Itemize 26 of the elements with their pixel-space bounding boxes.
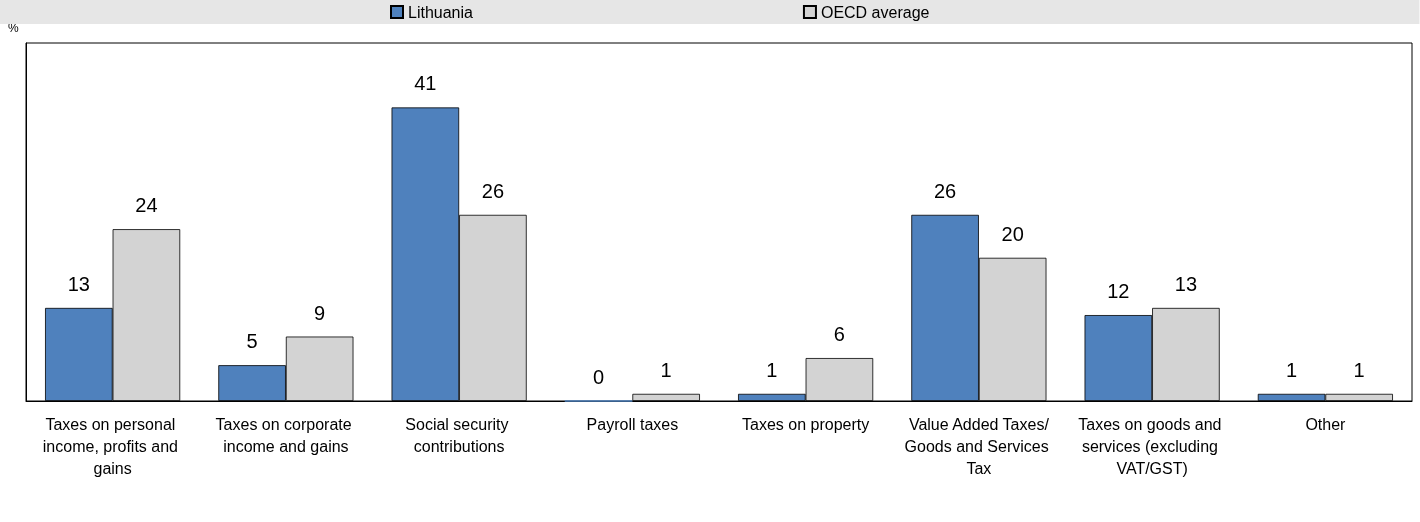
- legend-label: OECD average: [820, 3, 930, 21]
- data-label: 41: [414, 72, 437, 95]
- data-label: 1: [766, 358, 778, 381]
- data-label: 20: [1001, 222, 1024, 245]
- x-tick-label: Payroll taxes: [586, 415, 679, 433]
- data-label: 12: [1107, 280, 1130, 303]
- data-label: 26: [481, 179, 505, 202]
- data-label: 6: [833, 323, 845, 346]
- legend-label: Lithuania: [408, 3, 474, 21]
- data-label: 26: [933, 179, 957, 202]
- data-label: 9: [314, 301, 326, 324]
- data-label: 1: [660, 358, 672, 381]
- data-label: 13: [1174, 272, 1198, 295]
- data-label: 1: [1353, 358, 1365, 381]
- x-tick-label: Taxes on personal income, profits and gains: [42, 415, 183, 477]
- data-label: 5: [246, 330, 258, 353]
- x-tick-label: Taxes on property: [742, 415, 870, 433]
- data-label: 24: [135, 194, 158, 217]
- x-tick-label: Taxes on corporate income and gains: [215, 415, 357, 455]
- data-label: 13: [67, 272, 90, 295]
- x-tick-label: Value Added Taxes/Goods and Services Tax: [904, 415, 1054, 477]
- x-tick-label: Taxes on goods and services (excluding VAT/GST): [1078, 415, 1226, 477]
- x-tick-label: Other: [1305, 415, 1347, 433]
- data-label: 1: [1286, 358, 1298, 381]
- x-tick-label: Social security contributions: [405, 415, 513, 455]
- data-label: 0: [593, 365, 605, 388]
